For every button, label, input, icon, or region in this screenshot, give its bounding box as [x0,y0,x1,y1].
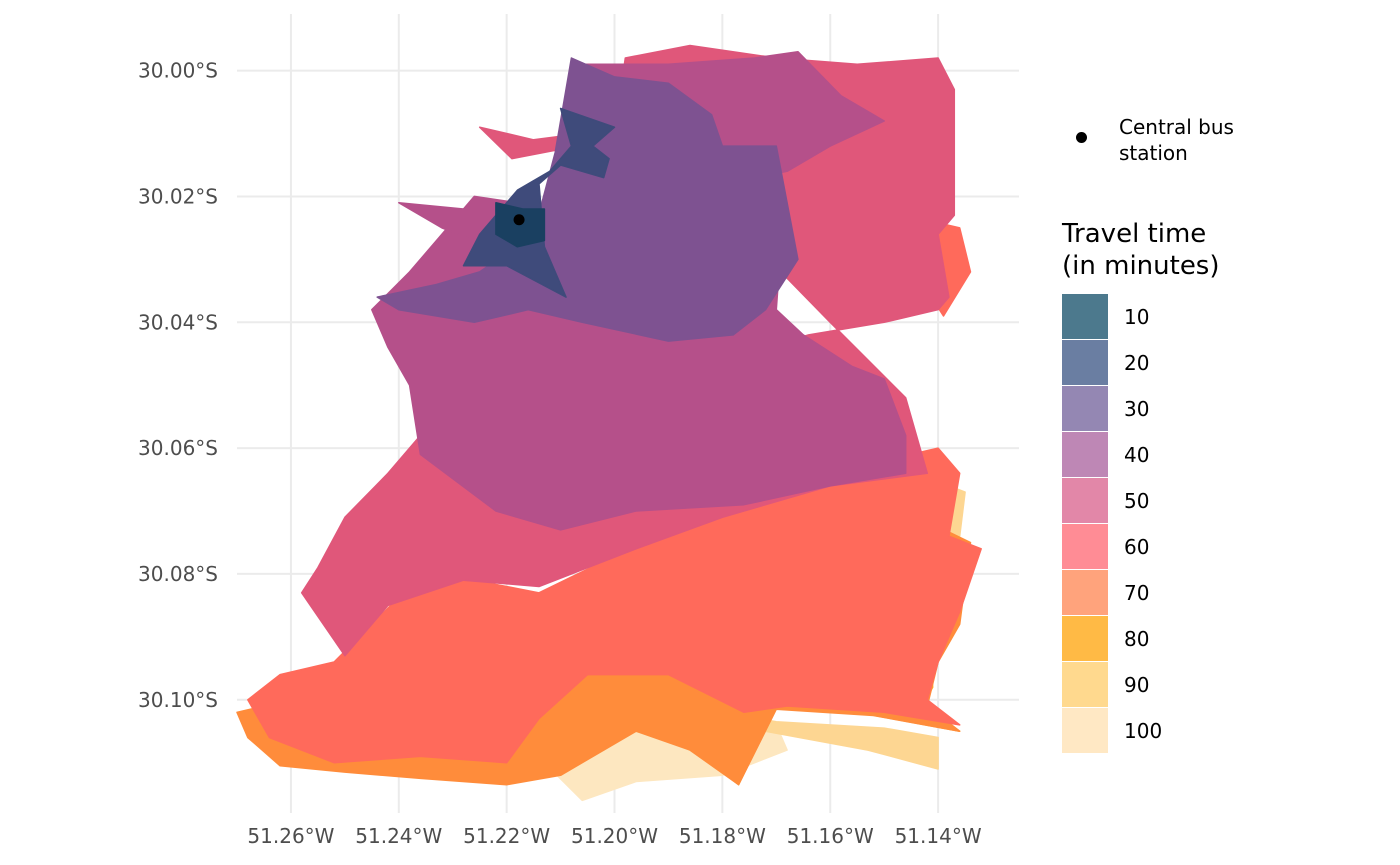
legend-key-label-30: 30 [1124,397,1150,421]
legend-swatch-80 [1062,616,1108,661]
legend-swatch-90 [1062,662,1108,707]
legend-key-label-90: 90 [1124,673,1150,697]
y-tick-label-5: 30.10°S [138,688,218,712]
travel-time-zones [236,44,982,802]
legend-swatch-10 [1062,294,1108,339]
x-tick-labels: 51.26°W 51.24°W 51.22°W 51.20°W 51.18°W 51.16… [247,824,981,848]
point-symbol-icon [1076,132,1087,143]
central-bus-station-point [513,214,525,226]
legend-swatch-30 [1062,386,1108,431]
map-legend: Central bus station Travel time (in minu… [1062,110,1382,754]
x-tick-label-2: 51.22°W [463,824,550,848]
legend-key-100: 100 [1062,708,1382,754]
legend-point-label: Central bus station [1119,115,1234,165]
zone-40-min-11 [398,201,476,242]
legend-key-70: 70 [1062,570,1382,616]
legend-swatch-20 [1062,340,1108,385]
y-tick-label-2: 30.04°S [138,310,218,334]
legend-key-label-70: 70 [1124,581,1150,605]
legend-key-label-100: 100 [1124,719,1163,743]
legend-swatch-100 [1062,708,1108,753]
legend-key-label-50: 50 [1124,489,1150,513]
zone-30-min-12 [376,57,799,342]
y-tick-labels: 30.00°S 30.02°S 30.04°S 30.06°S 30.08°S 30.10… [138,59,218,712]
legend-keys: 10 20 30 40 50 60 70 80 90 100 [1062,294,1382,754]
x-tick-label-4: 51.18°W [679,824,766,848]
legend-swatch-70 [1062,570,1108,615]
zone-20-min-13 [462,107,616,298]
legend-key-50: 50 [1062,478,1382,524]
x-tick-label-3: 51.20°W [571,824,658,848]
legend-key-label-40: 40 [1124,443,1150,467]
y-tick-label-4: 30.08°S [138,562,218,586]
y-tick-label-0: 30.00°S [138,59,218,83]
x-tick-label-0: 51.26°W [247,824,334,848]
x-tick-label-5: 51.16°W [787,824,874,848]
legend-key-label-60: 60 [1124,535,1150,559]
legend-key-label-80: 80 [1124,627,1150,651]
legend-key-20: 20 [1062,340,1382,386]
legend-key-label-10: 10 [1124,305,1150,329]
legend-swatch-40 [1062,432,1108,477]
x-tick-label-1: 51.24°W [355,824,442,848]
x-tick-label-6: 51.14°W [895,824,982,848]
y-tick-label-1: 30.02°S [138,184,218,208]
legend-key-60: 60 [1062,524,1382,570]
legend-key-80: 80 [1062,616,1382,662]
bus-station-marker [513,214,525,226]
legend-key-90: 90 [1062,662,1382,708]
legend-key-label-20: 20 [1124,351,1150,375]
legend-point-entry: Central bus station [1076,110,1382,166]
legend-key-10: 10 [1062,294,1382,340]
y-tick-label-3: 30.06°S [138,436,218,460]
legend-swatch-60 [1062,524,1108,569]
legend-title: Travel time (in minutes) [1062,219,1220,281]
legend-key-30: 30 [1062,386,1382,432]
legend-key-40: 40 [1062,432,1382,478]
legend-swatch-50 [1062,478,1108,523]
